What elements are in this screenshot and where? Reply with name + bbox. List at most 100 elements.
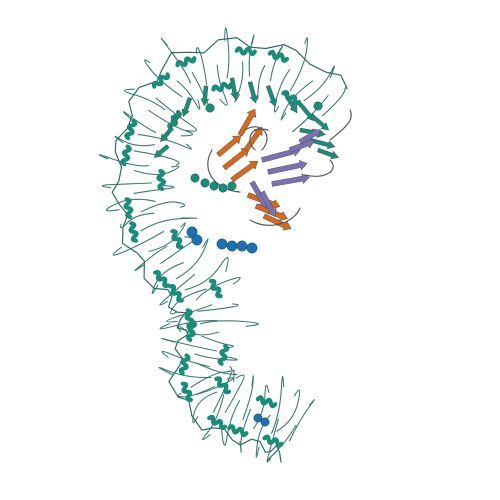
coil-loop — [239, 408, 252, 453]
helix — [168, 284, 184, 303]
helix-ribbon — [214, 376, 232, 395]
beta-strand-arrow — [298, 128, 322, 145]
coil-loop — [288, 399, 315, 442]
coil-loop — [199, 320, 259, 327]
coil-loop — [114, 135, 156, 147]
coil-loop — [133, 185, 175, 194]
helix-ribbon — [267, 49, 289, 63]
coil-loop — [101, 182, 152, 189]
glycan-sphere — [209, 181, 219, 191]
coil-loop — [257, 64, 266, 100]
helix-ribbon — [255, 395, 278, 409]
purple-strand — [267, 159, 308, 175]
helix-ribbon — [168, 284, 184, 303]
helix-ribbon — [208, 278, 223, 299]
beta-strand-arrow — [160, 126, 174, 143]
coil-loop — [133, 165, 180, 176]
helix-ribbon — [234, 46, 257, 57]
green-strand — [170, 110, 183, 128]
purple-beta-domain — [249, 109, 352, 218]
orange-strand — [216, 135, 242, 158]
helix — [217, 344, 230, 366]
helix — [267, 49, 289, 63]
coil-loop — [140, 217, 198, 232]
orange-strand — [222, 148, 250, 171]
coil-loop — [170, 288, 207, 315]
helix — [153, 270, 171, 288]
helix — [208, 278, 223, 299]
helix — [120, 144, 132, 167]
coil-loop — [192, 391, 218, 424]
coil-loop — [184, 257, 229, 291]
beta-strand-arrow — [265, 85, 278, 108]
coil-loop — [266, 418, 279, 463]
helix-ribbon — [156, 168, 166, 192]
coil-loop — [194, 353, 238, 361]
green-strand — [229, 77, 239, 101]
beta-strand-arrow — [310, 114, 330, 131]
helix — [123, 197, 134, 220]
coil-loop — [201, 335, 234, 349]
helix-ribbon — [185, 319, 198, 343]
coil-loop — [197, 303, 239, 312]
green-strand — [265, 85, 278, 108]
beta-strand-arrow — [317, 147, 340, 160]
beta-strand-arrow — [267, 159, 308, 175]
glycan-sphere — [236, 240, 248, 252]
helix-ribbon — [227, 424, 249, 438]
coil-loop — [266, 424, 297, 462]
glycan-sphere — [227, 181, 237, 191]
beta-strand-arrow — [283, 92, 298, 114]
glycan-sphere — [313, 101, 323, 111]
coil-loop — [177, 325, 220, 336]
coil-loop — [106, 198, 156, 212]
coil-loop — [140, 201, 186, 213]
helix — [211, 81, 233, 93]
green-strand — [160, 126, 174, 143]
orange-strand — [230, 160, 259, 183]
glycan-sphere — [200, 178, 210, 188]
helix-ribbon — [124, 118, 138, 141]
helix-ribbon — [151, 72, 171, 89]
helix-ribbon — [153, 270, 171, 288]
green-strand — [200, 85, 210, 107]
helix-ribbon — [123, 197, 134, 220]
glycan-sphere — [218, 183, 228, 193]
helix — [207, 414, 228, 431]
purple-strand — [259, 190, 277, 218]
coil-loop — [148, 109, 193, 137]
coil-loop — [98, 154, 149, 167]
green-strand — [298, 102, 315, 122]
helix-ribbon — [217, 344, 230, 366]
glycan-sphere — [205, 103, 215, 113]
coil-loop — [212, 369, 235, 413]
coil-loop — [271, 375, 285, 434]
coil-loop — [133, 150, 180, 166]
beta-strand-arrow — [200, 85, 210, 107]
beta-strand-arrow — [170, 110, 183, 128]
beta-strand-arrow — [243, 126, 263, 152]
helix — [156, 168, 166, 192]
coil-loop — [196, 362, 238, 376]
beta-strand-arrow — [237, 108, 257, 137]
coil-loop — [280, 80, 314, 121]
coil-loop — [160, 236, 194, 264]
coil-loop — [166, 304, 213, 323]
orange-strand — [262, 213, 292, 231]
coil-loop — [120, 212, 155, 229]
coil-loop — [269, 45, 284, 81]
coil-loop — [158, 366, 212, 379]
coil-loop — [176, 80, 201, 110]
beta-strand-arrow — [298, 102, 315, 122]
coil-loop — [112, 230, 165, 256]
green-strand — [247, 81, 259, 104]
beta-strand-arrow — [216, 135, 242, 158]
coil-loop — [123, 111, 157, 134]
coil-loop — [190, 366, 233, 388]
helix — [185, 319, 198, 343]
purple-strand — [298, 128, 322, 145]
glycan-sphere — [260, 417, 270, 427]
coil-loop — [224, 374, 245, 413]
